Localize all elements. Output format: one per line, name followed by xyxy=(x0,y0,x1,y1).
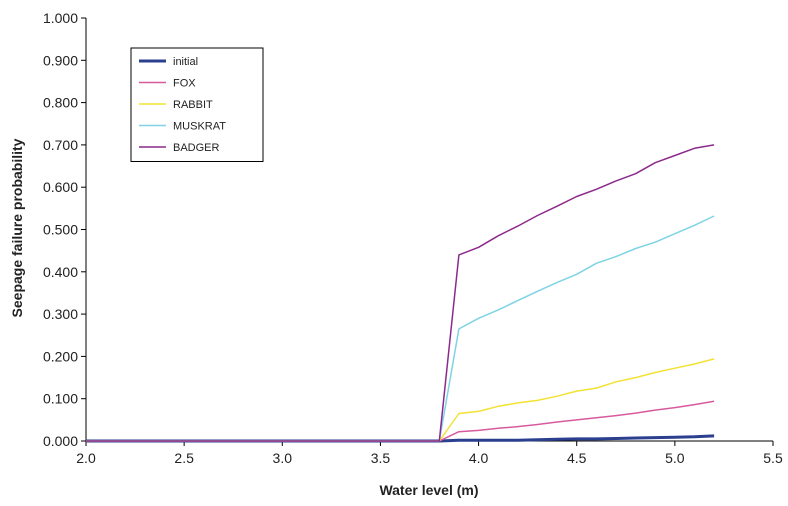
x-tick-label: 2.5 xyxy=(174,450,194,466)
y-tick-label: 0.100 xyxy=(43,391,78,407)
series-line-initial xyxy=(86,434,715,443)
x-tick-label: 4.5 xyxy=(567,450,587,466)
series-line-muskrat xyxy=(86,215,715,442)
x-tick-label: 2.0 xyxy=(76,450,96,466)
y-tick-label: 0.800 xyxy=(43,95,78,111)
y-tick-label: 0.700 xyxy=(43,137,78,153)
x-tick-label: 3.0 xyxy=(273,450,293,466)
y-tick-label: 0.400 xyxy=(43,264,78,280)
series-layer xyxy=(86,144,715,443)
y-axis-title: Seepage failure probability xyxy=(9,138,25,317)
legend-label-rabbit: RABBIT xyxy=(173,99,213,111)
y-tick-label: 0.600 xyxy=(43,179,78,195)
legend-label-fox: FOX xyxy=(173,78,196,90)
y-tick-label: 1.000 xyxy=(43,10,78,26)
x-axis-title: Water level (m) xyxy=(379,482,478,498)
legend-label-initial: initial xyxy=(173,56,198,68)
x-tick-label: 5.0 xyxy=(665,450,685,466)
y-tick-label: 0.500 xyxy=(43,222,78,238)
x-tick-label: 3.5 xyxy=(371,450,391,466)
y-tick-label: 0.900 xyxy=(43,52,78,68)
legend: initial FOX RABBIT MUSKRAT BADGER xyxy=(130,47,264,162)
y-tick-label: 0.300 xyxy=(43,306,78,322)
x-tick-label: 4.0 xyxy=(469,450,489,466)
legend-label-badger: BADGER xyxy=(173,142,220,154)
axes-layer: 0.000 0.100 0.200 0.300 0.400 0.500 0.600 0.700… xyxy=(43,10,783,466)
series-line-rabbit xyxy=(86,358,715,442)
legend-label-muskrat: MUSKRAT xyxy=(173,121,226,133)
y-tick-label: 0.000 xyxy=(43,433,78,449)
x-tick-label: 5.5 xyxy=(763,450,783,466)
series-line-fox xyxy=(86,400,715,442)
y-tick-label: 0.200 xyxy=(43,348,78,364)
series-line-badger xyxy=(86,144,715,442)
